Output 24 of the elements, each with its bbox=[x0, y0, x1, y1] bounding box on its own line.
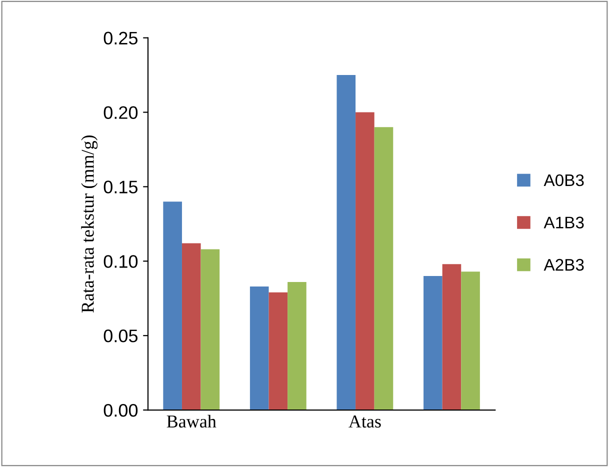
bar bbox=[336, 75, 356, 410]
bar bbox=[250, 286, 269, 410]
y-tick-label: 0.25 bbox=[104, 32, 138, 45]
bar bbox=[200, 249, 220, 410]
legend-label: A0B3 bbox=[544, 174, 584, 186]
bar bbox=[442, 264, 462, 410]
x-tick-label: Bawah bbox=[166, 414, 216, 428]
y-tick-label: 0.20 bbox=[104, 106, 138, 119]
y-axis-title: Rata-rata tekstur (mm/g) bbox=[81, 135, 98, 313]
x-tick-label: Atas bbox=[348, 415, 381, 428]
bar bbox=[163, 202, 182, 410]
bar bbox=[288, 282, 306, 410]
bar bbox=[182, 243, 201, 410]
bar bbox=[374, 127, 394, 410]
bar bbox=[356, 112, 374, 410]
y-tick-label: 0.15 bbox=[104, 180, 138, 194]
y-tick-label: 0.05 bbox=[104, 330, 138, 342]
y-tick-label: 0.00 bbox=[104, 404, 138, 417]
bar bbox=[424, 276, 442, 410]
bar bbox=[268, 292, 288, 410]
bar bbox=[461, 272, 480, 410]
y-tick-label: 0.10 bbox=[104, 255, 138, 268]
legend-label: A2B3 bbox=[544, 258, 584, 271]
legend-label: A1B3 bbox=[544, 216, 584, 228]
